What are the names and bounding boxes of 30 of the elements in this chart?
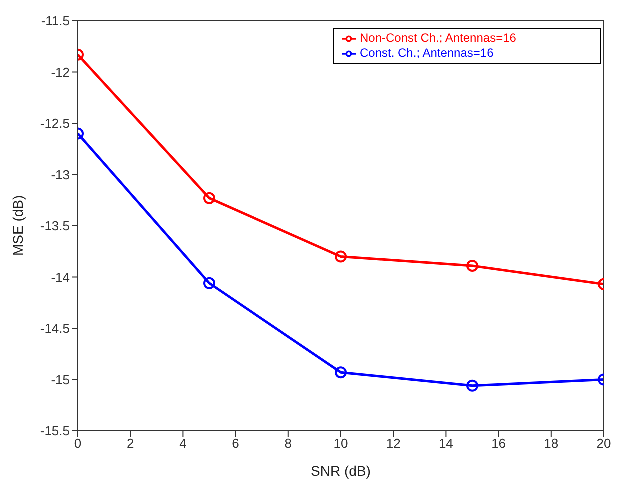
x-tick-label: 16 <box>492 436 506 452</box>
x-tick-label: 8 <box>284 436 292 452</box>
x-tick-label: 6 <box>232 436 240 452</box>
y-tick-label: -14.5 <box>40 321 70 336</box>
x-tick-label: 2 <box>126 436 134 452</box>
x-tick-label: 12 <box>386 436 401 452</box>
y-tick-label: -11.5 <box>41 14 70 29</box>
point <box>204 192 216 204</box>
x-tick-label: 10 <box>334 436 348 452</box>
y-tick-label: -14 <box>51 270 70 285</box>
legend-label: Const. Ch.; Antennas=16 <box>360 46 494 60</box>
x-tick-label: 0 <box>74 436 82 452</box>
y-tick-label: -12 <box>51 64 70 80</box>
x-tick-label: 20 <box>596 436 612 452</box>
x-axis-title: SNR (dB) <box>311 463 371 479</box>
point <box>204 277 216 290</box>
y-tick-label: -13 <box>51 167 70 182</box>
point <box>466 380 478 392</box>
point <box>466 260 478 272</box>
y-tick-label: -13.5 <box>40 218 70 234</box>
x-tick-label: 14 <box>438 436 454 452</box>
y-tick-label: -15 <box>51 372 70 388</box>
point <box>335 250 347 263</box>
y-axis-title: MSE (dB) <box>10 195 26 256</box>
y-tick-label: -15.5 <box>40 424 70 439</box>
point <box>335 366 347 379</box>
x-tick-label: 4 <box>180 436 187 452</box>
y-tick-label: -12.5 <box>40 116 70 132</box>
x-tick-label: 18 <box>544 436 559 452</box>
legend-label: Non-Const Ch.; Antennas=16 <box>360 31 516 45</box>
